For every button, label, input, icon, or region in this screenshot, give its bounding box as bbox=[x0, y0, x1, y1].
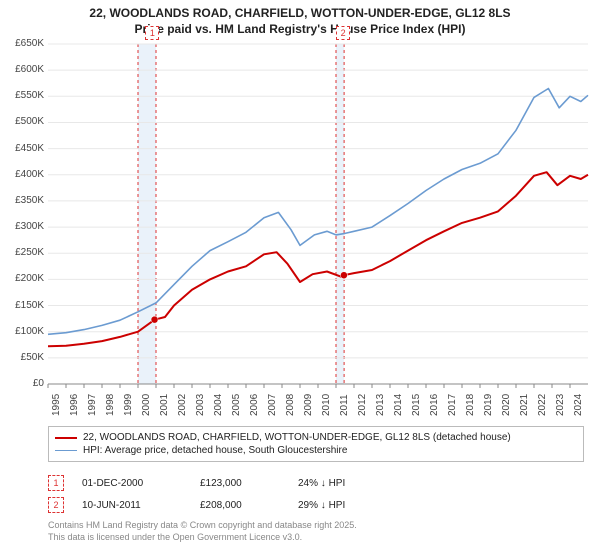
x-tick-label: 1996 bbox=[69, 394, 80, 416]
copyright-line2: This data is licensed under the Open Gov… bbox=[48, 532, 584, 544]
legend: 22, WOODLANDS ROAD, CHARFIELD, WOTTON-UN… bbox=[48, 426, 584, 462]
x-tick-label: 2024 bbox=[573, 394, 584, 416]
x-tick-label: 1998 bbox=[105, 394, 116, 416]
y-tick-label: £0 bbox=[0, 378, 44, 389]
sales-table: 1 01-DEC-2000 £123,000 24% ↓ HPI 2 10-JUN-201… bbox=[48, 472, 584, 516]
y-tick-label: £200K bbox=[0, 273, 44, 284]
x-tick-label: 2008 bbox=[285, 394, 296, 416]
x-tick-label: 2010 bbox=[321, 394, 332, 416]
sale-row: 2 10-JUN-2011 £208,000 29% ↓ HPI bbox=[48, 494, 584, 516]
x-tick-label: 2022 bbox=[537, 394, 548, 416]
legend-label: 22, WOODLANDS ROAD, CHARFIELD, WOTTON-UN… bbox=[83, 432, 511, 443]
x-tick-label: 2002 bbox=[177, 394, 188, 416]
x-tick-label: 2023 bbox=[555, 394, 566, 416]
x-tick-label: 2018 bbox=[465, 394, 476, 416]
x-tick-label: 2019 bbox=[483, 394, 494, 416]
price-chart bbox=[48, 44, 588, 414]
x-tick-label: 2017 bbox=[447, 394, 458, 416]
y-tick-label: £500K bbox=[0, 116, 44, 127]
x-tick-label: 2004 bbox=[213, 394, 224, 416]
y-tick-label: £50K bbox=[0, 352, 44, 363]
sale-price: £208,000 bbox=[200, 500, 280, 511]
sale-date: 10-JUN-2011 bbox=[82, 500, 182, 511]
y-tick-label: £300K bbox=[0, 221, 44, 232]
y-tick-label: £250K bbox=[0, 247, 44, 258]
sale-date: 01-DEC-2000 bbox=[82, 478, 182, 489]
legend-swatch bbox=[55, 437, 77, 439]
x-tick-label: 2015 bbox=[411, 394, 422, 416]
x-tick-label: 2012 bbox=[357, 394, 368, 416]
x-tick-label: 2014 bbox=[393, 394, 404, 416]
x-tick-label: 2009 bbox=[303, 394, 314, 416]
legend-row: 22, WOODLANDS ROAD, CHARFIELD, WOTTON-UN… bbox=[55, 431, 577, 444]
y-tick-label: £650K bbox=[0, 38, 44, 49]
x-tick-label: 2007 bbox=[267, 394, 278, 416]
copyright: Contains HM Land Registry data © Crown c… bbox=[48, 520, 584, 543]
title-address: 22, WOODLANDS ROAD, CHARFIELD, WOTTON-UN… bbox=[0, 6, 600, 20]
x-tick-label: 2020 bbox=[501, 394, 512, 416]
x-tick-label: 2006 bbox=[249, 394, 260, 416]
y-tick-label: £100K bbox=[0, 326, 44, 337]
legend-row: HPI: Average price, detached house, Sout… bbox=[55, 444, 577, 457]
x-tick-label: 1997 bbox=[87, 394, 98, 416]
y-tick-label: £600K bbox=[0, 64, 44, 75]
x-tick-label: 2005 bbox=[231, 394, 242, 416]
chart-titles: 22, WOODLANDS ROAD, CHARFIELD, WOTTON-UN… bbox=[0, 0, 600, 36]
y-tick-label: £350K bbox=[0, 195, 44, 206]
x-tick-label: 2013 bbox=[375, 394, 386, 416]
legend-swatch bbox=[55, 450, 77, 451]
sale-number-box: 2 bbox=[48, 497, 64, 513]
y-tick-label: £150K bbox=[0, 300, 44, 311]
copyright-line1: Contains HM Land Registry data © Crown c… bbox=[48, 520, 584, 532]
x-tick-label: 2016 bbox=[429, 394, 440, 416]
sale-marker: 1 bbox=[145, 26, 159, 40]
x-tick-label: 2001 bbox=[159, 394, 170, 416]
sale-marker: 2 bbox=[336, 26, 350, 40]
x-tick-label: 1999 bbox=[123, 394, 134, 416]
sale-price: £123,000 bbox=[200, 478, 280, 489]
chart-area bbox=[48, 44, 588, 414]
sale-row: 1 01-DEC-2000 £123,000 24% ↓ HPI bbox=[48, 472, 584, 494]
x-tick-label: 2003 bbox=[195, 394, 206, 416]
y-tick-label: £400K bbox=[0, 169, 44, 180]
sale-hpi-delta: 29% ↓ HPI bbox=[298, 500, 388, 511]
x-tick-label: 2011 bbox=[339, 394, 350, 416]
legend-label: HPI: Average price, detached house, Sout… bbox=[83, 445, 347, 456]
sale-hpi-delta: 24% ↓ HPI bbox=[298, 478, 388, 489]
x-tick-label: 1995 bbox=[51, 394, 62, 416]
sale-number-box: 1 bbox=[48, 475, 64, 491]
x-tick-label: 2000 bbox=[141, 394, 152, 416]
y-tick-label: £450K bbox=[0, 143, 44, 154]
y-tick-label: £550K bbox=[0, 90, 44, 101]
x-tick-label: 2021 bbox=[519, 394, 530, 416]
title-subtitle: Price paid vs. HM Land Registry's House … bbox=[0, 22, 600, 36]
